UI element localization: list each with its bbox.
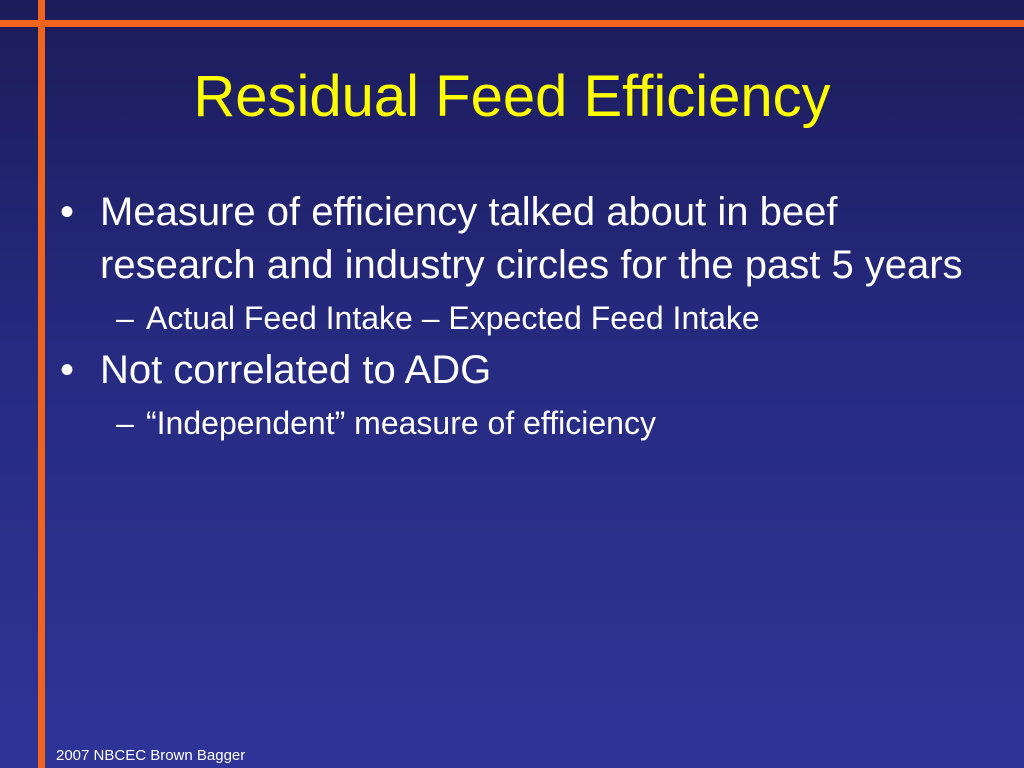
bullet-item: • Not correlated to ADG – “Independent” …: [60, 344, 990, 445]
sub-bullet-text: “Independent” measure of efficiency: [146, 405, 656, 441]
sub-bullet-list: – Actual Feed Intake – Expected Feed Int…: [100, 296, 990, 340]
sub-bullet-marker: –: [116, 405, 134, 441]
bullet-text: Not correlated to ADG: [100, 348, 492, 392]
bullet-marker: •: [60, 190, 75, 234]
sub-bullet-item: – Actual Feed Intake – Expected Feed Int…: [116, 296, 990, 340]
bullet-text: Measure of efficiency talked about in be…: [100, 190, 963, 287]
sub-bullet-marker: –: [116, 300, 134, 336]
sub-bullet-text: Actual Feed Intake – Expected Feed Intak…: [146, 300, 760, 336]
slide-footer: 2007 NBCEC Brown Bagger: [56, 747, 246, 764]
sub-bullet-list: – “Independent” measure of efficiency: [100, 401, 990, 445]
horizontal-accent-rule: [0, 20, 1024, 27]
bullet-list: • Measure of efficiency talked about in …: [60, 186, 990, 445]
bullet-marker: •: [60, 348, 75, 392]
bullet-item: • Measure of efficiency talked about in …: [60, 186, 990, 340]
sub-bullet-item: – “Independent” measure of efficiency: [116, 401, 990, 445]
slide-title: Residual Feed Efficiency: [193, 64, 831, 129]
vertical-accent-rule: [38, 0, 45, 768]
